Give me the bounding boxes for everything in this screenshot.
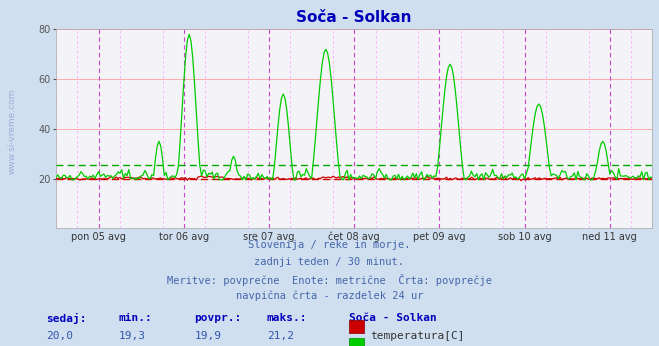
Text: Soča - Solkan: Soča - Solkan: [349, 313, 437, 323]
Text: Slovenija / reke in morje.: Slovenija / reke in morje.: [248, 240, 411, 251]
Text: 21,2: 21,2: [267, 331, 294, 341]
Text: min.:: min.:: [119, 313, 152, 323]
Text: 19,9: 19,9: [194, 331, 221, 341]
Title: Soča - Solkan: Soča - Solkan: [297, 10, 412, 26]
Text: sre 07 avg: sre 07 avg: [243, 232, 295, 242]
Text: 19,3: 19,3: [119, 331, 146, 341]
Text: sedaj:: sedaj:: [46, 313, 86, 324]
Text: 20,0: 20,0: [46, 331, 73, 341]
Text: povpr.:: povpr.:: [194, 313, 242, 323]
Text: čet 08 avg: čet 08 avg: [328, 232, 380, 242]
Text: maks.:: maks.:: [267, 313, 307, 323]
Text: zadnji teden / 30 minut.: zadnji teden / 30 minut.: [254, 257, 405, 267]
Text: pet 09 avg: pet 09 avg: [413, 232, 466, 242]
Text: temperatura[C]: temperatura[C]: [370, 331, 465, 341]
Text: navpična črta - razdelek 24 ur: navpična črta - razdelek 24 ur: [236, 290, 423, 301]
Text: Meritve: povprečne  Enote: metrične  Črta: povprečje: Meritve: povprečne Enote: metrične Črta:…: [167, 274, 492, 286]
Text: ned 11 avg: ned 11 avg: [583, 232, 637, 242]
Text: www.si-vreme.com: www.si-vreme.com: [8, 89, 17, 174]
Text: pon 05 avg: pon 05 avg: [71, 232, 126, 242]
Text: sob 10 avg: sob 10 avg: [498, 232, 552, 242]
Text: tor 06 avg: tor 06 avg: [159, 232, 209, 242]
